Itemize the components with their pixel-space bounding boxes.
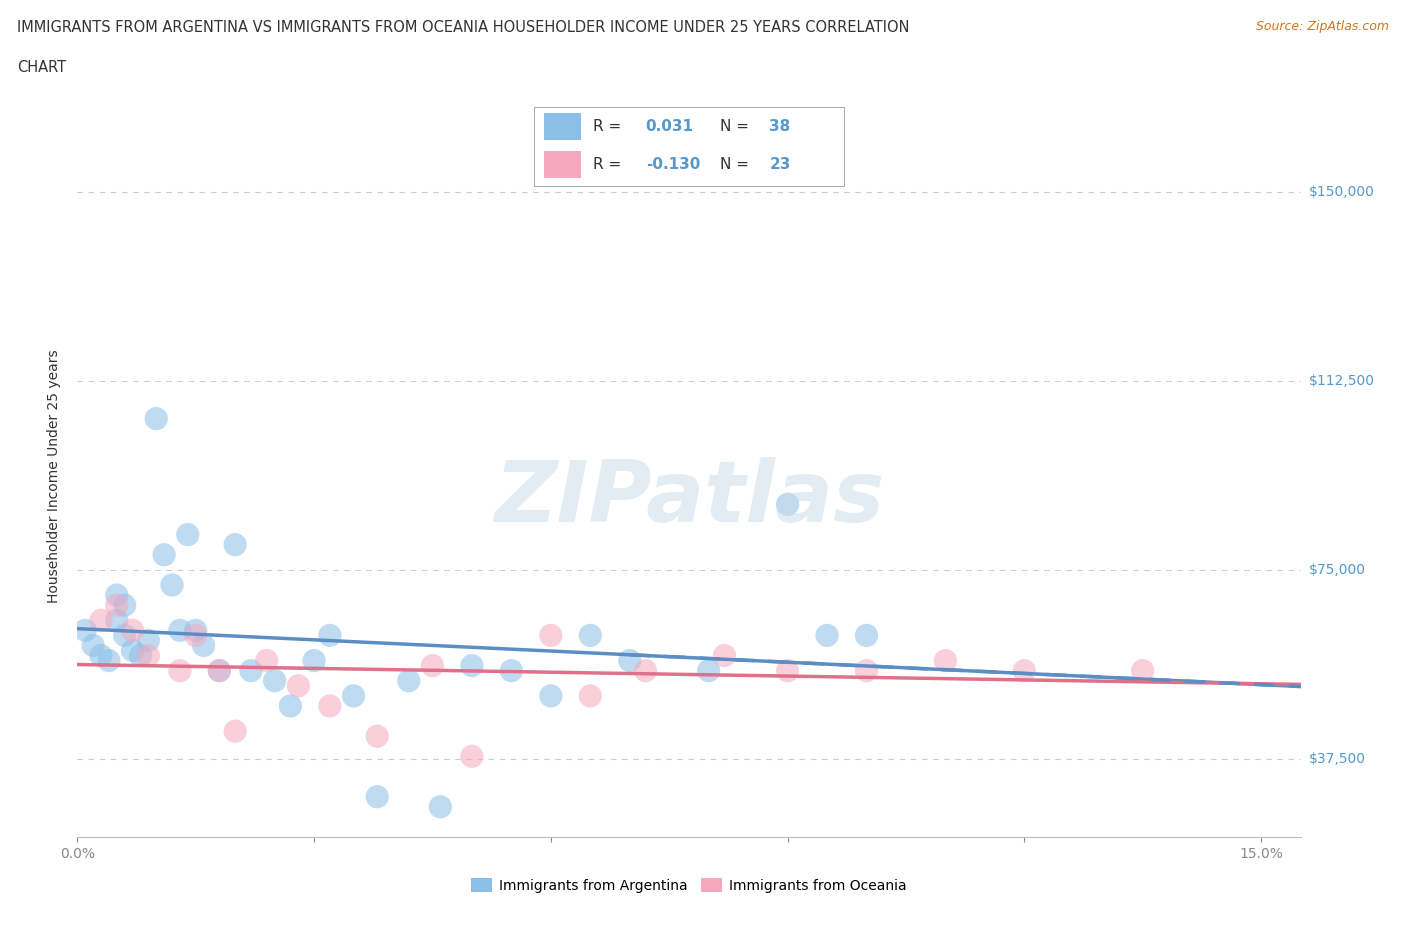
Text: R =: R = xyxy=(593,119,621,134)
Point xyxy=(208,663,231,678)
Point xyxy=(287,678,309,693)
Point xyxy=(169,663,191,678)
Bar xyxy=(544,152,581,179)
Point xyxy=(461,658,484,673)
Point xyxy=(398,673,420,688)
Point xyxy=(82,638,104,653)
Point xyxy=(129,648,152,663)
Point xyxy=(224,538,246,552)
Point xyxy=(579,688,602,703)
Point xyxy=(540,688,562,703)
Point xyxy=(855,663,877,678)
Point xyxy=(302,653,325,668)
Text: $150,000: $150,000 xyxy=(1309,185,1375,199)
Point xyxy=(169,623,191,638)
Point xyxy=(634,663,657,678)
Point xyxy=(501,663,523,678)
Y-axis label: Householder Income Under 25 years: Householder Income Under 25 years xyxy=(46,350,60,604)
Text: IMMIGRANTS FROM ARGENTINA VS IMMIGRANTS FROM OCEANIA HOUSEHOLDER INCOME UNDER 25: IMMIGRANTS FROM ARGENTINA VS IMMIGRANTS … xyxy=(17,20,910,35)
Point xyxy=(342,688,364,703)
Text: R =: R = xyxy=(593,157,621,172)
Text: $37,500: $37,500 xyxy=(1309,751,1365,766)
Point xyxy=(319,628,342,643)
Point xyxy=(138,633,160,648)
Point xyxy=(713,648,735,663)
Text: N =: N = xyxy=(720,157,749,172)
Point xyxy=(319,698,342,713)
Point xyxy=(97,653,120,668)
Bar xyxy=(544,113,581,140)
Point xyxy=(429,799,451,814)
Point xyxy=(934,653,956,668)
Point xyxy=(90,613,112,628)
Text: ZIPatlas: ZIPatlas xyxy=(494,457,884,539)
Point xyxy=(153,548,176,563)
Text: 0.031: 0.031 xyxy=(645,119,693,134)
Point xyxy=(619,653,641,668)
Text: $112,500: $112,500 xyxy=(1309,374,1375,388)
Point xyxy=(138,648,160,663)
Point xyxy=(177,527,200,542)
Point xyxy=(256,653,278,668)
Point xyxy=(184,628,207,643)
Point xyxy=(160,578,183,592)
Text: CHART: CHART xyxy=(17,60,66,75)
Point xyxy=(239,663,262,678)
Point xyxy=(366,729,388,744)
Point xyxy=(105,598,128,613)
Point xyxy=(1014,663,1036,678)
Point xyxy=(224,724,246,738)
Point xyxy=(1132,663,1154,678)
Point xyxy=(208,663,231,678)
Point xyxy=(263,673,285,688)
Point xyxy=(461,749,484,764)
Point xyxy=(114,628,136,643)
Point xyxy=(540,628,562,643)
Point xyxy=(366,790,388,804)
Point xyxy=(815,628,838,643)
Point xyxy=(184,623,207,638)
Text: Source: ZipAtlas.com: Source: ZipAtlas.com xyxy=(1256,20,1389,33)
Text: 23: 23 xyxy=(769,157,790,172)
Text: -0.130: -0.130 xyxy=(645,157,700,172)
Text: 38: 38 xyxy=(769,119,790,134)
Point xyxy=(75,623,97,638)
Legend: Immigrants from Argentina, Immigrants from Oceania: Immigrants from Argentina, Immigrants fr… xyxy=(465,872,912,898)
Point xyxy=(280,698,302,713)
Point xyxy=(776,663,799,678)
Point xyxy=(145,411,167,426)
Point xyxy=(422,658,444,673)
Point xyxy=(579,628,602,643)
Point xyxy=(114,598,136,613)
Text: $75,000: $75,000 xyxy=(1309,563,1365,577)
Point xyxy=(90,648,112,663)
Point xyxy=(105,613,128,628)
Point xyxy=(121,623,143,638)
Text: N =: N = xyxy=(720,119,749,134)
Point xyxy=(193,638,215,653)
Point xyxy=(105,588,128,603)
Point xyxy=(121,643,143,658)
Point xyxy=(697,663,720,678)
Point xyxy=(855,628,877,643)
Point xyxy=(776,497,799,512)
